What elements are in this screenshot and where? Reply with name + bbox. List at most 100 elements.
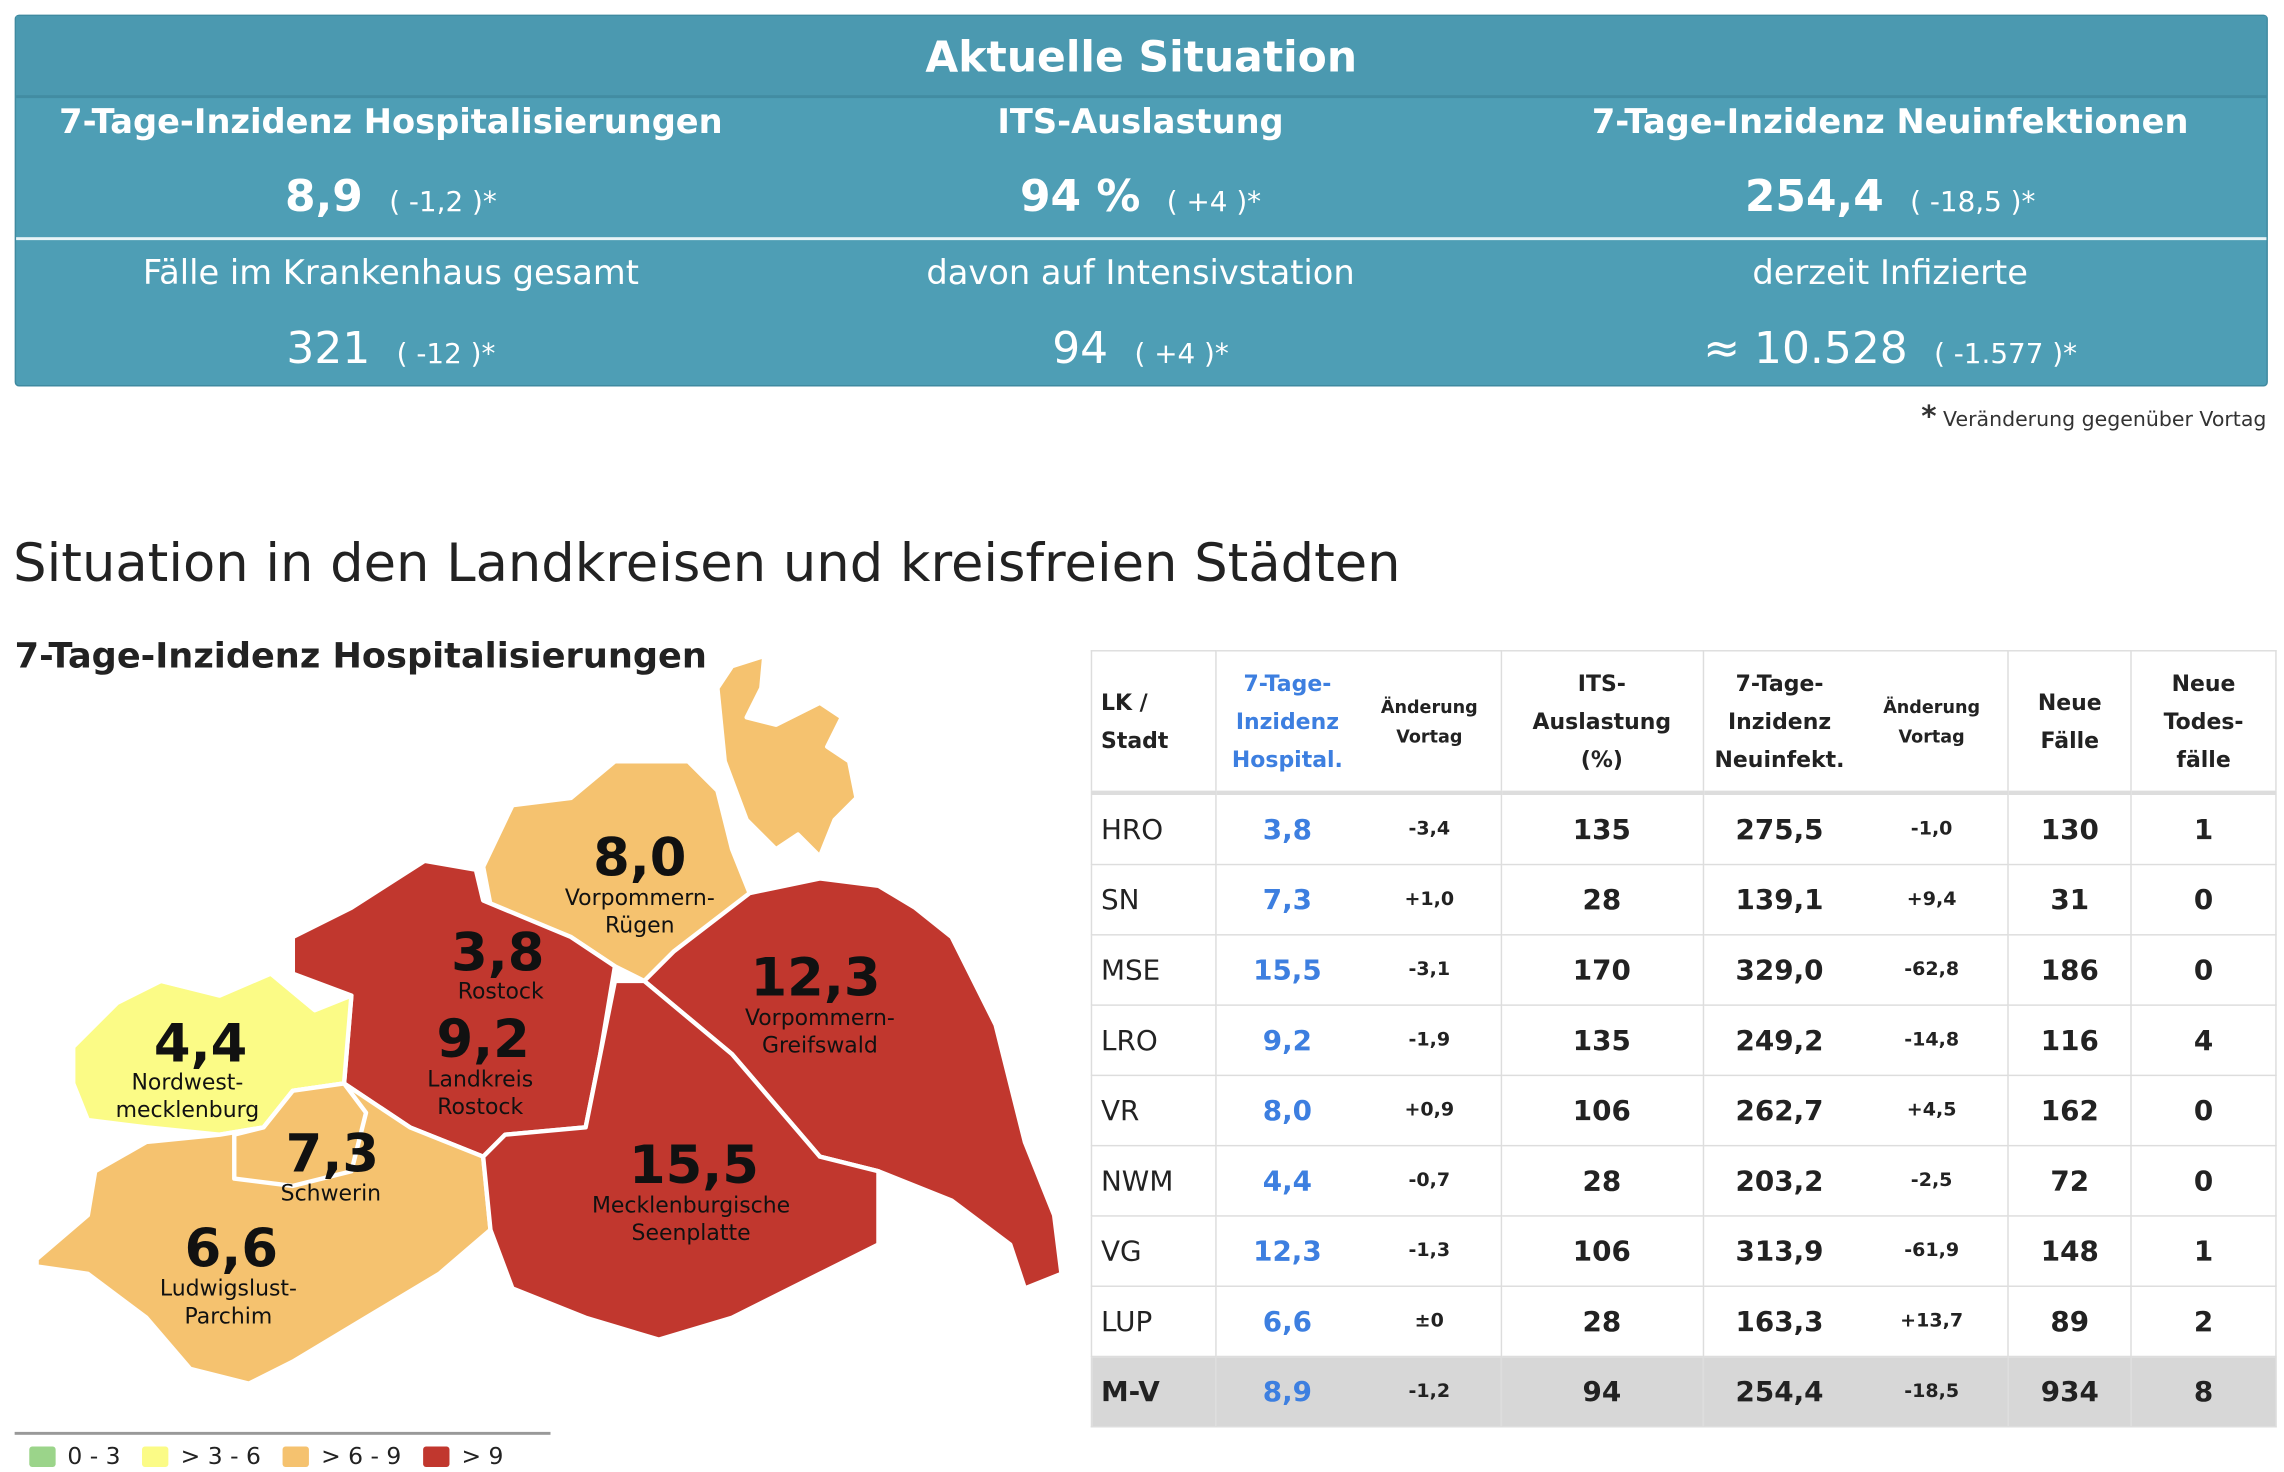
- col-new-cases[interactable]: Neue Fälle: [2007, 650, 2132, 796]
- hosp-change: -1,2: [1408, 1380, 1451, 1403]
- new-cases: 130: [2007, 792, 2132, 866]
- legend-label: > 3 - 6: [180, 1442, 261, 1470]
- table-row: VR 8,0 +0,9 106 262,7 +4,5 162 0: [1090, 1074, 2277, 1147]
- district-code: HRO: [1090, 792, 1217, 866]
- hosp-incidence: 3,8: [1262, 813, 1313, 846]
- hosp-cell: 7,3 +1,0: [1215, 863, 1502, 936]
- infected-stat: ≈ 10.528 ( -1.577 )*: [1515, 324, 2265, 375]
- h: 7-Tage-: [1735, 669, 1824, 697]
- new-infection-stat: 254,4 ( -18,5 )*: [1515, 171, 2265, 222]
- legend-item: > 9: [423, 1442, 503, 1470]
- new-incidence: 329,0: [1735, 953, 1824, 987]
- new-incidence: 254,4: [1735, 1375, 1824, 1408]
- hosp-change: +1,0: [1404, 888, 1455, 911]
- h: Fälle: [2040, 726, 2100, 754]
- hosp-change: +0,9: [1404, 1099, 1455, 1122]
- new-cases: 186: [2007, 934, 2132, 1006]
- new-deaths: 8: [2130, 1355, 2277, 1428]
- legend-swatch: [29, 1445, 56, 1467]
- hosp-cell: 12,3 -1,3: [1215, 1215, 1502, 1287]
- new-deaths: 4: [2130, 1004, 2277, 1077]
- h: Todes-: [2163, 707, 2244, 735]
- neu-cell: 163,3 +13,7: [1702, 1285, 2010, 1358]
- h: Stadt: [1101, 726, 1169, 754]
- lup-value: 6,6: [185, 1218, 278, 1279]
- change: ( -1,2 )*: [389, 185, 497, 219]
- h: Änderung: [1380, 696, 1478, 717]
- h: fälle: [2176, 745, 2231, 773]
- legend-label: > 9: [461, 1442, 504, 1470]
- district-code: VG: [1090, 1215, 1217, 1287]
- h: Neue: [2171, 669, 2236, 697]
- new-incidence: 139,1: [1735, 883, 1824, 916]
- lup-name-2: Parchim: [185, 1305, 273, 1330]
- footnote-star: *: [1921, 398, 1937, 434]
- hosp-incidence-label: 7-Tage-Inzidenz Hospitalisierungen: [59, 103, 723, 143]
- district-code: LRO: [1090, 1004, 1217, 1077]
- new-incidence-change: -61,9: [1904, 1240, 1960, 1263]
- its-stat: 94 % ( +4 )*: [766, 171, 1516, 222]
- col-new-incidence[interactable]: 7-Tage- Inzidenz Neuinfekt. Änderung Vortag: [1702, 650, 2010, 796]
- mse-name-2: Seenplatte: [632, 1221, 751, 1246]
- region-sn[interactable]: [232, 1081, 369, 1189]
- table-header-row: LK / Stadt 7-Tage- Inzidenz Hospital. Änderu…: [1090, 650, 2277, 796]
- hosp-incidence: 12,3: [1253, 1234, 1322, 1268]
- table-row: VG 12,3 -1,3 106 313,9 -61,9 148 1: [1090, 1215, 2277, 1287]
- value: 254,4: [1744, 171, 1884, 223]
- new-cases: 934: [2007, 1355, 2132, 1428]
- h: Hospital.: [1231, 745, 1343, 773]
- lro-value: 9,2: [436, 1009, 529, 1070]
- region-mse[interactable]: [480, 978, 881, 1342]
- legend-swatch: [142, 1445, 169, 1467]
- hosp-change: -1,9: [1408, 1029, 1451, 1052]
- map-legend: 0 - 3 > 3 - 6 > 6 - 9 > 9: [14, 1431, 551, 1472]
- col-new-deaths[interactable]: Neue Todes-fälle: [2130, 650, 2277, 796]
- new-cases: 162: [2007, 1074, 2132, 1147]
- new-deaths: 0: [2130, 934, 2277, 1006]
- new-incidence: 203,2: [1735, 1164, 1824, 1197]
- new-deaths: 1: [2130, 792, 2277, 866]
- hosp-cell: 8,9 -1,2: [1215, 1355, 1502, 1428]
- h: Vortag: [1898, 725, 1965, 746]
- region-vr-usedom[interactable]: [715, 653, 859, 859]
- col-lk[interactable]: LK / Stadt: [1090, 650, 1217, 796]
- lro-name: Landkreis: [427, 1067, 533, 1092]
- hosp-incidence: 9,2: [1262, 1024, 1313, 1057]
- table-row: NWM 4,4 -0,7 28 203,2 -2,5 72 0: [1090, 1144, 2277, 1217]
- neu-cell: 249,2 -14,8: [1702, 1004, 2010, 1077]
- hosp-header: 7-Tage- Inzidenz Hospital.: [1216, 664, 1358, 778]
- its-usage: 106: [1500, 1074, 1704, 1147]
- hosp-change: ±0: [1414, 1310, 1444, 1333]
- nwm-name-2: mecklenburg: [116, 1098, 260, 1123]
- value: 8,9: [285, 171, 363, 223]
- new-incidence-change: +4,5: [1906, 1099, 1957, 1122]
- new-cases: 89: [2007, 1285, 2132, 1358]
- new-cases: 72: [2007, 1144, 2132, 1217]
- new-incidence-change: -62,8: [1904, 958, 1960, 981]
- legend-label: > 6 - 9: [321, 1442, 402, 1470]
- change: ( -18,5 )*: [1910, 185, 2036, 219]
- new-incidence-change: +9,4: [1906, 888, 1957, 911]
- h: Inzidenz: [1235, 707, 1339, 735]
- district-code: SN: [1090, 863, 1217, 936]
- footnote: * Veränderung gegenüber Vortag: [1921, 398, 2266, 433]
- hospital-cases-stat: 321 ( -12 )*: [16, 324, 766, 375]
- new-deaths: 0: [2130, 863, 2277, 936]
- hosp-incidence: 8,0: [1262, 1094, 1313, 1127]
- hosp-cell: 4,4 -0,7: [1215, 1144, 1502, 1217]
- district-table: LK / Stadt 7-Tage- Inzidenz Hospital. Änderu…: [1090, 650, 2277, 1428]
- hro-value: 3,8: [451, 923, 544, 984]
- neu-cell: 203,2 -2,5: [1702, 1144, 2010, 1217]
- h: (%): [1580, 745, 1623, 773]
- new-deaths: 0: [2130, 1074, 2277, 1147]
- hosp-change: -3,1: [1408, 958, 1451, 981]
- district-code: VR: [1090, 1074, 1217, 1147]
- its-usage: 28: [1500, 863, 1704, 936]
- lup-name: Ludwigslust-: [160, 1277, 297, 1302]
- col-hosp-incidence[interactable]: 7-Tage- Inzidenz Hospital. Änderung Vortag: [1215, 650, 1502, 796]
- district-code: M-V: [1090, 1355, 1217, 1428]
- col-its[interactable]: ITS- Auslastung (%): [1500, 650, 1704, 796]
- its-usage: 106: [1500, 1215, 1704, 1287]
- hosp-cell: 3,8 -3,4: [1215, 792, 1502, 866]
- h: Inzidenz: [1727, 707, 1832, 735]
